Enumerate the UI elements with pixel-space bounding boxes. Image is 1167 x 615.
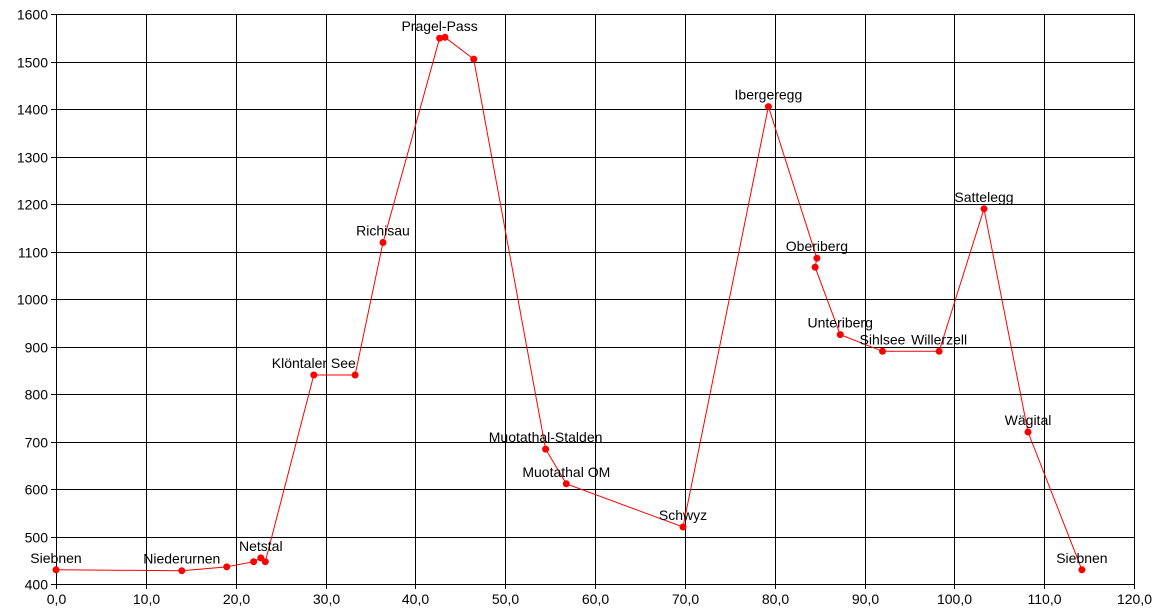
point-label: Oberiberg bbox=[786, 238, 848, 254]
x-tick-label: 10,0 bbox=[133, 591, 160, 607]
point-label: Niederurnen bbox=[143, 551, 220, 567]
y-tick-label: 500 bbox=[25, 530, 49, 546]
y-tick-label: 600 bbox=[25, 482, 49, 498]
data-point bbox=[811, 263, 819, 271]
data-point bbox=[52, 566, 60, 574]
x-tick-label: 100,0 bbox=[937, 591, 972, 607]
grid bbox=[56, 14, 1135, 585]
point-label: Wägital bbox=[1005, 412, 1052, 428]
y-tick-label: 1000 bbox=[17, 292, 48, 308]
point-label: Unteriberg bbox=[808, 315, 873, 331]
y-tick-label: 900 bbox=[25, 340, 49, 356]
y-tick-label: 700 bbox=[25, 435, 49, 451]
x-tick-label: 40,0 bbox=[402, 591, 429, 607]
x-tick-label: 60,0 bbox=[582, 591, 609, 607]
data-point bbox=[441, 33, 449, 41]
data-point bbox=[764, 103, 772, 111]
data-point bbox=[679, 523, 687, 531]
x-tick-label: 20,0 bbox=[223, 591, 250, 607]
x-tick-label: 50,0 bbox=[492, 591, 519, 607]
point-label: Sattelegg bbox=[954, 189, 1013, 205]
y-tick-label: 1200 bbox=[17, 197, 48, 213]
y-tick-label: 1100 bbox=[18, 245, 48, 261]
data-point bbox=[1024, 428, 1032, 436]
point-label: Muotathal OM bbox=[522, 464, 610, 480]
data-point bbox=[436, 34, 444, 42]
data-point bbox=[980, 205, 988, 213]
x-tick-label: 110,0 bbox=[1028, 591, 1062, 607]
point-labels: Siebnen Niederurnen Netstal Klöntaler See Ri… bbox=[30, 18, 1107, 567]
point-label: Klöntaler See bbox=[272, 355, 356, 371]
data-point bbox=[250, 558, 258, 566]
y-tick-label: 400 bbox=[25, 577, 49, 593]
series bbox=[52, 33, 1086, 575]
data-point bbox=[562, 480, 570, 488]
data-point bbox=[935, 347, 943, 355]
data-point bbox=[351, 371, 359, 379]
data-point bbox=[879, 347, 886, 355]
point-label: Schwyz bbox=[659, 507, 707, 523]
point-label: Siebnen bbox=[30, 550, 81, 566]
point-label: Netstal bbox=[239, 538, 283, 554]
y-tick-label: 800 bbox=[25, 387, 49, 403]
y-tick-label: 1300 bbox=[17, 150, 48, 166]
data-point bbox=[310, 371, 318, 379]
x-tick-label: 0,0 bbox=[47, 591, 67, 607]
tick-labels: 0,0 10,0 20,0 30,0 40,0 50,0 60,0 70,0 80,0 90,0 1… bbox=[17, 7, 1152, 608]
data-point bbox=[836, 331, 844, 339]
data-point bbox=[261, 558, 269, 566]
y-tick-label: 1500 bbox=[17, 55, 48, 71]
point-label: Sihlsee bbox=[860, 331, 906, 347]
y-tick-label: 1600 bbox=[17, 7, 48, 23]
point-label: Muotathal-Stalden bbox=[489, 429, 603, 445]
data-point bbox=[470, 55, 478, 63]
data-point bbox=[813, 254, 821, 262]
elevation-line bbox=[55, 36, 1083, 572]
axes bbox=[51, 14, 1135, 589]
y-tick-label: 1400 bbox=[17, 102, 48, 118]
x-tick-label: 80,0 bbox=[762, 591, 789, 607]
point-label: Pragel-Pass bbox=[401, 18, 477, 34]
point-label: Willerzell bbox=[911, 331, 967, 347]
data-point bbox=[379, 239, 387, 246]
point-label: Siebnen bbox=[1056, 550, 1107, 566]
data-point bbox=[1078, 566, 1086, 574]
data-point bbox=[542, 445, 550, 453]
x-tick-label: 70,0 bbox=[672, 591, 699, 607]
data-point bbox=[223, 563, 231, 571]
point-label: Richisau bbox=[356, 223, 410, 239]
data-point bbox=[178, 567, 186, 575]
point-label: Ibergeregg bbox=[735, 87, 803, 103]
x-tick-label: 90,0 bbox=[852, 591, 879, 607]
x-tick-label: 30,0 bbox=[313, 591, 340, 607]
x-tick-label: 120,0 bbox=[1117, 591, 1152, 607]
